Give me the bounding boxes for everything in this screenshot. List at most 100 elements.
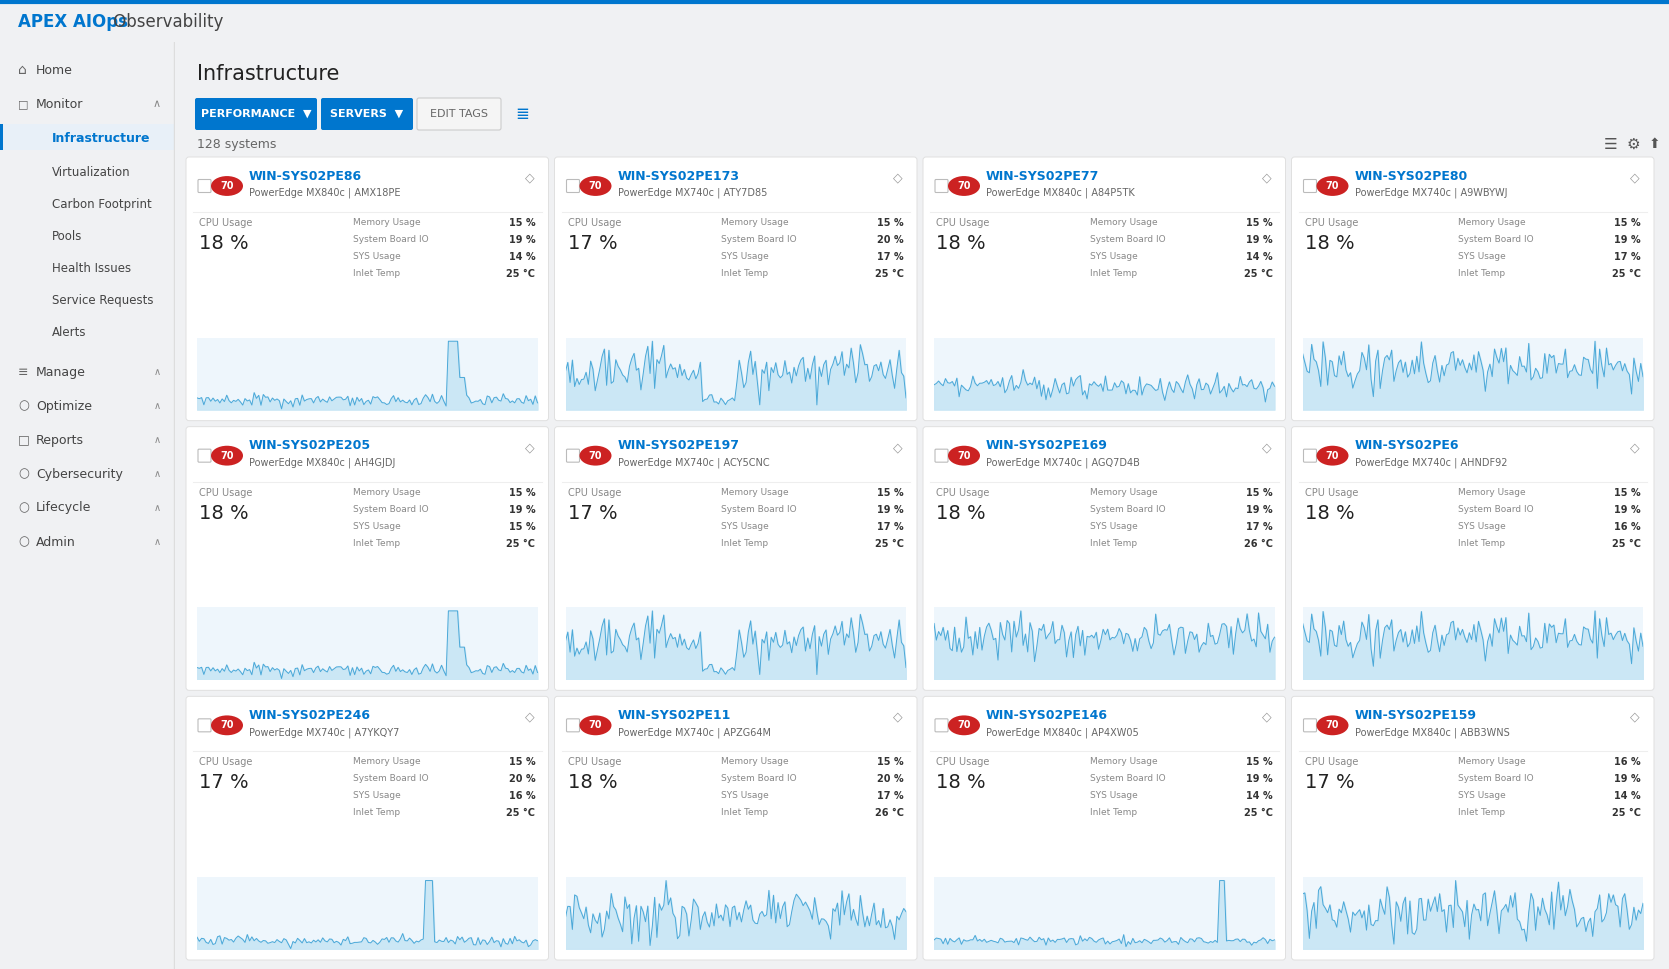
Text: Memory Usage: Memory Usage xyxy=(1090,487,1158,497)
Text: 25 °C: 25 °C xyxy=(1612,808,1641,819)
Text: 17 %: 17 % xyxy=(567,234,618,253)
Text: Memory Usage: Memory Usage xyxy=(1459,218,1525,227)
Text: 70: 70 xyxy=(220,181,234,191)
Text: CPU Usage: CPU Usage xyxy=(936,758,990,767)
Text: Admin: Admin xyxy=(37,536,75,548)
Text: Cybersecurity: Cybersecurity xyxy=(37,467,124,481)
FancyBboxPatch shape xyxy=(935,450,948,462)
Text: ○: ○ xyxy=(18,467,28,481)
Text: SYS Usage: SYS Usage xyxy=(1459,252,1505,261)
Text: Alerts: Alerts xyxy=(52,326,87,338)
Text: Reports: Reports xyxy=(37,433,83,447)
Text: PERFORMANCE  ▼: PERFORMANCE ▼ xyxy=(200,109,310,119)
Text: CPU Usage: CPU Usage xyxy=(936,218,990,228)
Text: Memory Usage: Memory Usage xyxy=(721,758,789,766)
Text: ◇: ◇ xyxy=(893,172,903,184)
Text: 16 %: 16 % xyxy=(509,792,536,801)
Text: Memory Usage: Memory Usage xyxy=(1090,758,1158,766)
Text: CPU Usage: CPU Usage xyxy=(199,487,252,498)
Text: 25 °C: 25 °C xyxy=(1243,269,1272,279)
Text: Infrastructure: Infrastructure xyxy=(197,64,339,84)
Text: 15 %: 15 % xyxy=(878,487,905,498)
Text: Health Issues: Health Issues xyxy=(52,262,132,274)
Text: 25 °C: 25 °C xyxy=(506,539,536,548)
Text: 70: 70 xyxy=(220,720,234,731)
Text: □: □ xyxy=(18,99,28,109)
FancyBboxPatch shape xyxy=(554,426,916,690)
Text: 20 %: 20 % xyxy=(509,774,536,784)
Text: 15 %: 15 % xyxy=(1245,218,1272,228)
Text: System Board IO: System Board IO xyxy=(1459,774,1534,783)
Text: 70: 70 xyxy=(589,720,603,731)
Text: ∧: ∧ xyxy=(154,401,160,411)
Text: 18 %: 18 % xyxy=(199,504,249,522)
FancyBboxPatch shape xyxy=(1303,719,1317,732)
Text: Inlet Temp: Inlet Temp xyxy=(1090,269,1137,278)
Text: 25 °C: 25 °C xyxy=(1612,539,1641,548)
Text: APEX AIOps: APEX AIOps xyxy=(18,13,129,31)
Text: System Board IO: System Board IO xyxy=(352,235,429,244)
Text: EDIT TAGS: EDIT TAGS xyxy=(431,109,487,119)
Ellipse shape xyxy=(948,446,980,465)
Text: SYS Usage: SYS Usage xyxy=(352,792,401,800)
Text: 19 %: 19 % xyxy=(1614,505,1641,515)
Text: 15 %: 15 % xyxy=(878,758,905,767)
FancyBboxPatch shape xyxy=(195,98,317,130)
Text: ◇: ◇ xyxy=(524,172,534,184)
Ellipse shape xyxy=(1317,176,1349,196)
Text: 14 %: 14 % xyxy=(1245,792,1272,801)
Text: System Board IO: System Board IO xyxy=(352,774,429,783)
Text: ∧: ∧ xyxy=(154,435,160,445)
Text: Inlet Temp: Inlet Temp xyxy=(1090,539,1137,547)
FancyBboxPatch shape xyxy=(566,450,579,462)
Text: 17 %: 17 % xyxy=(567,504,618,522)
Text: WIN-SYS02PE159: WIN-SYS02PE159 xyxy=(1355,709,1477,722)
Text: Inlet Temp: Inlet Temp xyxy=(352,539,401,547)
Text: 26 °C: 26 °C xyxy=(1243,539,1272,548)
Text: 15 %: 15 % xyxy=(878,218,905,228)
Text: PowerEdge MX840c | AH4GJDJ: PowerEdge MX840c | AH4GJDJ xyxy=(249,457,396,468)
Text: CPU Usage: CPU Usage xyxy=(1305,758,1359,767)
Text: Inlet Temp: Inlet Temp xyxy=(721,808,769,817)
Ellipse shape xyxy=(210,176,244,196)
Text: 15 %: 15 % xyxy=(509,758,536,767)
Text: 25 °C: 25 °C xyxy=(875,269,905,279)
Text: 14 %: 14 % xyxy=(1245,252,1272,262)
FancyBboxPatch shape xyxy=(554,157,916,421)
Text: WIN-SYS02PE11: WIN-SYS02PE11 xyxy=(618,709,731,722)
Text: Observability: Observability xyxy=(108,13,224,31)
Text: WIN-SYS02PE146: WIN-SYS02PE146 xyxy=(986,709,1108,722)
Text: Memory Usage: Memory Usage xyxy=(1090,218,1158,227)
FancyBboxPatch shape xyxy=(935,179,948,193)
Text: ⬆: ⬆ xyxy=(1649,137,1661,151)
Text: ∧: ∧ xyxy=(154,99,162,109)
Text: Service Requests: Service Requests xyxy=(52,294,154,306)
Text: Carbon Footprint: Carbon Footprint xyxy=(52,198,152,210)
Text: Inlet Temp: Inlet Temp xyxy=(352,269,401,278)
FancyBboxPatch shape xyxy=(199,450,210,462)
Text: SYS Usage: SYS Usage xyxy=(1090,521,1138,531)
Text: 25 °C: 25 °C xyxy=(875,539,905,548)
Text: Home: Home xyxy=(37,64,73,77)
Text: 16 %: 16 % xyxy=(1614,758,1641,767)
Text: PowerEdge MX740c | AGQ7D4B: PowerEdge MX740c | AGQ7D4B xyxy=(986,457,1140,468)
Text: 20 %: 20 % xyxy=(878,235,905,245)
FancyBboxPatch shape xyxy=(1303,450,1317,462)
Text: PowerEdge MX740c | A7YKQY7: PowerEdge MX740c | A7YKQY7 xyxy=(249,727,399,737)
Bar xyxy=(0,124,3,150)
Text: ≣: ≣ xyxy=(516,105,529,123)
Text: 19 %: 19 % xyxy=(1245,774,1272,784)
Text: SYS Usage: SYS Usage xyxy=(721,792,769,800)
Text: PowerEdge MX740c | APZG64M: PowerEdge MX740c | APZG64M xyxy=(618,727,771,737)
Text: 15 %: 15 % xyxy=(1245,487,1272,498)
Text: CPU Usage: CPU Usage xyxy=(1305,487,1359,498)
Text: 25 °C: 25 °C xyxy=(506,269,536,279)
FancyBboxPatch shape xyxy=(554,697,916,960)
Text: WIN-SYS02PE246: WIN-SYS02PE246 xyxy=(249,709,371,722)
Text: CPU Usage: CPU Usage xyxy=(1305,218,1359,228)
Text: SYS Usage: SYS Usage xyxy=(721,252,769,261)
Text: Virtualization: Virtualization xyxy=(52,166,130,178)
Text: 16 %: 16 % xyxy=(1614,521,1641,532)
Text: ∧: ∧ xyxy=(154,469,160,479)
Text: ∧: ∧ xyxy=(154,367,160,377)
